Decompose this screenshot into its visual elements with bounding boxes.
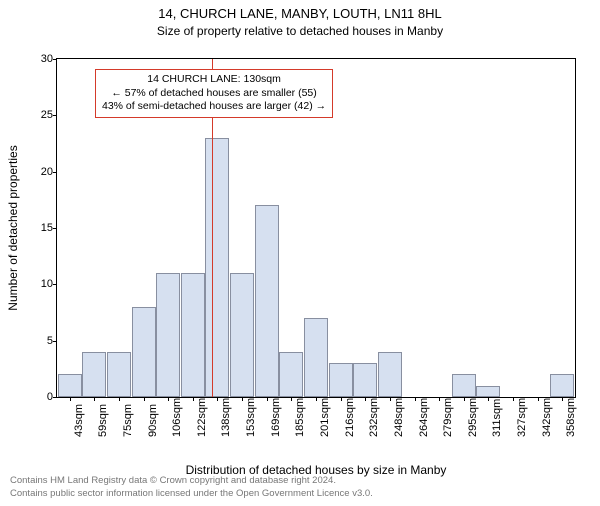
y-tick-mark — [53, 115, 57, 116]
histogram-bar — [452, 374, 476, 397]
x-tick-label: 59sqm — [97, 404, 109, 437]
x-tick-mark — [488, 397, 489, 401]
y-tick-label: 0 — [29, 391, 53, 403]
footer-line1: Contains HM Land Registry data © Crown c… — [10, 475, 373, 487]
histogram-bar — [304, 318, 328, 397]
y-tick-mark — [53, 397, 57, 398]
x-tick-mark — [217, 397, 218, 401]
histogram-bar — [329, 363, 353, 397]
footer-line2: Contains public sector information licen… — [10, 488, 373, 500]
histogram-bar — [107, 352, 131, 397]
x-tick-label: 90sqm — [147, 404, 159, 437]
x-tick-mark — [94, 397, 95, 401]
x-tick-mark — [562, 397, 563, 401]
x-tick-mark — [119, 397, 120, 401]
x-tick-label: 311sqm — [491, 399, 503, 437]
histogram-bar — [156, 273, 180, 397]
x-tick-mark — [144, 397, 145, 401]
x-tick-label: 358sqm — [565, 398, 577, 437]
histogram-bar — [132, 307, 156, 397]
histogram-bar — [476, 386, 500, 397]
histogram-bar — [205, 138, 229, 397]
histogram-bar — [255, 205, 279, 397]
y-tick-mark — [53, 284, 57, 285]
x-tick-mark — [291, 397, 292, 401]
x-tick-label: 75sqm — [122, 404, 134, 437]
histogram-bar — [378, 352, 402, 397]
x-tick-mark — [193, 397, 194, 401]
annotation-box: 14 CHURCH LANE: 130sqm ← 57% of detached… — [95, 69, 333, 118]
x-tick-label: 232sqm — [368, 398, 380, 437]
y-tick-label: 5 — [29, 335, 53, 347]
y-tick-label: 20 — [29, 166, 53, 178]
x-tick-mark — [513, 397, 514, 401]
page-subtitle: Size of property relative to detached ho… — [0, 24, 600, 38]
x-tick-mark — [242, 397, 243, 401]
annot-line3: 43% of semi-detached houses are larger (… — [102, 100, 326, 114]
x-tick-label: 295sqm — [467, 398, 479, 437]
histogram-bar — [82, 352, 106, 397]
page-title: 14, CHURCH LANE, MANBY, LOUTH, LN11 8HL — [0, 6, 600, 23]
x-tick-label: 169sqm — [270, 398, 282, 437]
y-tick-label: 15 — [29, 222, 53, 234]
histogram-bar — [58, 374, 82, 397]
x-tick-label: 342sqm — [541, 398, 553, 437]
x-tick-label: 122sqm — [196, 398, 208, 437]
y-tick-label: 25 — [29, 109, 53, 121]
x-tick-label: 138sqm — [220, 398, 232, 437]
x-tick-label: 248sqm — [393, 398, 405, 437]
x-tick-label: 43sqm — [73, 404, 85, 437]
x-tick-mark — [316, 397, 317, 401]
x-tick-label: 153sqm — [245, 398, 257, 437]
y-tick-label: 30 — [29, 53, 53, 65]
x-tick-label: 216sqm — [344, 398, 356, 437]
histogram-bar — [181, 273, 205, 397]
x-tick-mark — [390, 397, 391, 401]
histogram-bar — [550, 374, 574, 397]
annot-line1: 14 CHURCH LANE: 130sqm — [102, 73, 326, 87]
x-tick-mark — [168, 397, 169, 401]
y-tick-mark — [53, 172, 57, 173]
x-tick-label: 279sqm — [442, 398, 454, 437]
x-tick-label: 106sqm — [171, 398, 183, 437]
x-tick-mark — [341, 397, 342, 401]
x-tick-label: 264sqm — [418, 398, 430, 437]
x-tick-mark — [365, 397, 366, 401]
y-tick-mark — [53, 59, 57, 60]
histogram-bar — [279, 352, 303, 397]
histogram-bar — [353, 363, 377, 397]
x-tick-mark — [415, 397, 416, 401]
y-tick-label: 10 — [29, 278, 53, 290]
x-tick-label: 185sqm — [294, 398, 306, 437]
x-tick-label: 327sqm — [516, 398, 528, 437]
x-tick-mark — [439, 397, 440, 401]
y-tick-mark — [53, 341, 57, 342]
x-tick-label: 201sqm — [319, 398, 331, 437]
y-tick-mark — [53, 228, 57, 229]
x-tick-mark — [464, 397, 465, 401]
histogram-chart: Number of detached properties 0510152025… — [56, 58, 576, 398]
x-tick-mark — [70, 397, 71, 401]
annot-line2: ← 57% of detached houses are smaller (55… — [102, 87, 326, 101]
histogram-bar — [230, 273, 254, 397]
x-tick-mark — [267, 397, 268, 401]
y-axis-label: Number of detached properties — [6, 145, 20, 310]
x-tick-mark — [538, 397, 539, 401]
footer-attribution: Contains HM Land Registry data © Crown c… — [10, 475, 373, 500]
